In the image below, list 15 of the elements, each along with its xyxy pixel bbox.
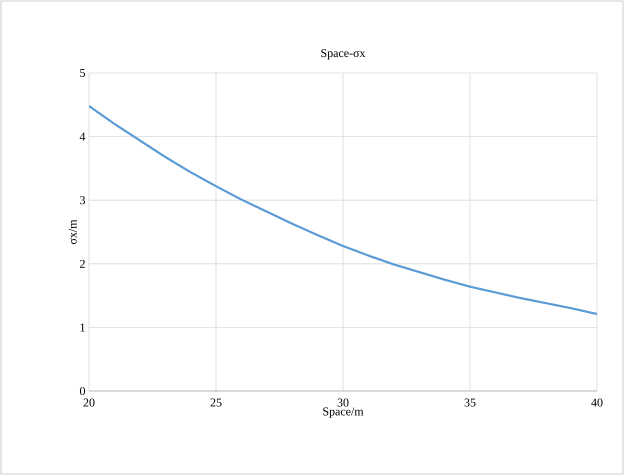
y-tick-label: 2 [80,260,85,268]
y-tick-label: 3 [80,196,86,204]
y-tick-label: 1 [80,323,85,332]
y-axis-title: σx/m [68,220,77,244]
x-tick-label: 30 [338,398,349,407]
x-tick-label: 20 [84,398,95,407]
x-tick-label: 35 [464,398,476,407]
x-axis-title: Space/m [323,407,364,418]
chart-title: Space-σx [321,49,366,60]
x-tick-label: 25 [210,398,222,407]
x-tick-label: 40 [591,398,603,407]
line-series [89,104,598,316]
y-tick-label: 0 [80,386,86,396]
y-tick-label: 5 [80,69,86,77]
y-tick-label: 4 [80,132,86,141]
